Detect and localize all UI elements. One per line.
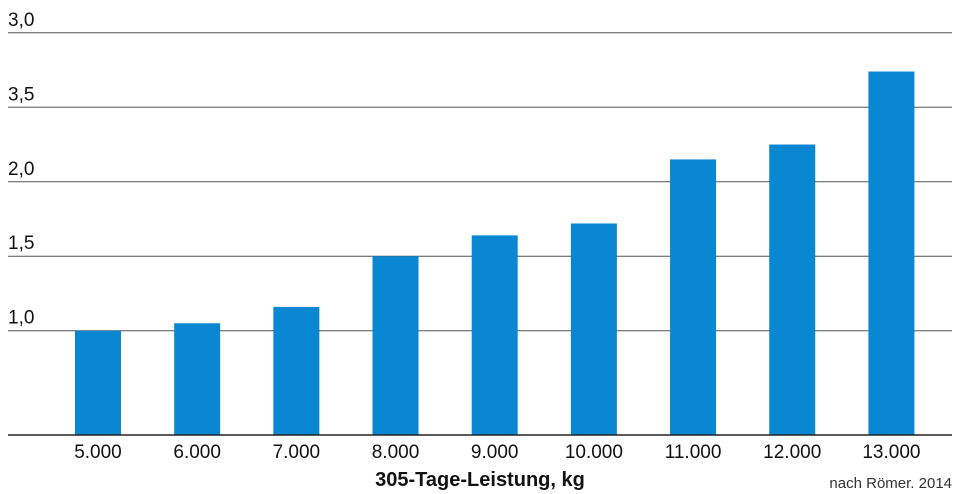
y-tick-label: 1,5 bbox=[8, 233, 34, 254]
bar bbox=[670, 159, 717, 435]
y-tick-label: 2,0 bbox=[8, 159, 34, 180]
y-tick-label: 3,5 bbox=[8, 84, 34, 105]
y-tick-label: 1,0 bbox=[8, 308, 34, 329]
x-axis-title: 305-Tage-Leistung, kg bbox=[375, 469, 585, 491]
x-tick-label: 9.000 bbox=[471, 442, 519, 463]
bar bbox=[74, 330, 121, 435]
bar bbox=[174, 323, 221, 435]
x-tick-label: 13.000 bbox=[862, 442, 920, 463]
x-tick-label: 8.000 bbox=[372, 442, 420, 463]
x-tick-label: 10.000 bbox=[565, 442, 623, 463]
bar bbox=[868, 71, 915, 435]
source-note: nach Römer. 2014 bbox=[829, 475, 952, 492]
x-tick-label: 12.000 bbox=[763, 442, 821, 463]
x-tick-label: 7.000 bbox=[273, 442, 321, 463]
bar bbox=[471, 235, 518, 435]
bar bbox=[273, 306, 320, 435]
bar bbox=[570, 223, 617, 435]
bar bbox=[769, 144, 816, 435]
x-tick-label: 6.000 bbox=[173, 442, 221, 463]
x-tick-label: 5.000 bbox=[74, 442, 122, 463]
x-tick-label: 11.000 bbox=[665, 442, 722, 463]
bar bbox=[372, 256, 419, 435]
y-tick-label: 3,0 bbox=[8, 10, 34, 31]
